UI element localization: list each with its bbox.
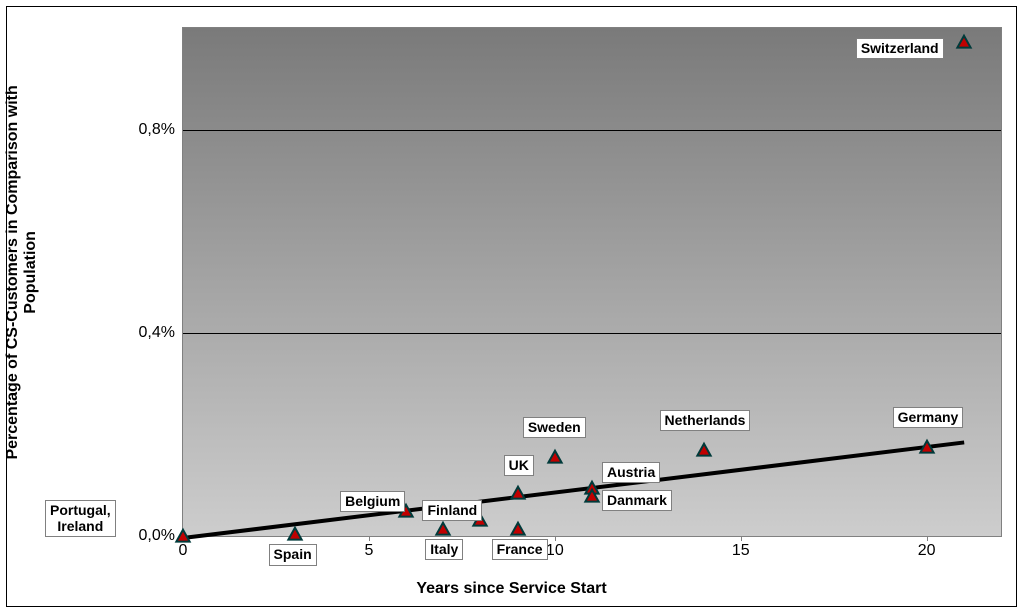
triangle-marker-icon — [511, 486, 525, 500]
x-tick-label: 0 — [179, 542, 188, 560]
triangle-marker-icon — [511, 522, 525, 536]
data-point-label: Portugal,Ireland — [45, 500, 116, 537]
triangle-marker-icon — [585, 489, 599, 503]
y-axis-label: Percentage of CS-Customers in Comparison… — [4, 85, 41, 459]
plot-background — [183, 28, 1001, 536]
y-tick-label: 0,8% — [139, 121, 175, 139]
data-point-label: Netherlands — [660, 410, 751, 431]
triangle-marker-icon — [436, 522, 450, 536]
y-tick-label: 0,0% — [139, 527, 175, 545]
y-tick-label: 0,4% — [139, 324, 175, 342]
x-tick-label: 15 — [732, 542, 750, 560]
triangle-marker-icon — [548, 450, 562, 464]
triangle-marker-icon — [288, 527, 302, 541]
data-point-label: Danmark — [602, 490, 672, 511]
data-point-label: Spain — [269, 544, 317, 565]
chart-container: Percentage of CS-Customers in Comparison… — [6, 6, 1017, 607]
x-tick-label: 5 — [364, 542, 373, 560]
triangle-marker-icon — [920, 440, 934, 454]
y-axis-label-container: Percentage of CS-Customers in Comparison… — [0, 7, 47, 537]
data-point-label: UK — [504, 455, 534, 476]
gridline — [183, 130, 1001, 131]
data-point-label: Finland — [422, 500, 482, 521]
x-tick-mark — [555, 536, 556, 541]
data-point-label: Sweden — [523, 417, 586, 438]
data-point-label: Germany — [893, 407, 964, 428]
x-axis-label-text: Years since Service Start — [416, 580, 606, 597]
data-point-label: Austria — [602, 462, 660, 483]
y-axis-label-text: Percentage of CS-Customers in Comparison… — [4, 85, 39, 459]
x-tick-label: 20 — [918, 542, 936, 560]
data-point-label: Italy — [425, 539, 463, 560]
x-tick-mark — [741, 536, 742, 541]
x-axis-label: Years since Service Start — [7, 580, 1016, 598]
data-point-label: Belgium — [340, 491, 405, 512]
triangle-marker-icon — [176, 529, 190, 543]
triangle-marker-icon — [697, 443, 711, 457]
triangle-marker-icon — [957, 35, 971, 49]
data-point-label: Switzerland — [856, 38, 944, 59]
data-point-label: France — [492, 539, 548, 560]
gridline — [183, 333, 1001, 334]
plot-area: 0,0%0,4%0,8%05101520Portugal,IrelandSpai… — [182, 27, 1002, 537]
x-tick-mark — [369, 536, 370, 541]
x-tick-label: 10 — [546, 542, 564, 560]
x-tick-mark — [927, 536, 928, 541]
